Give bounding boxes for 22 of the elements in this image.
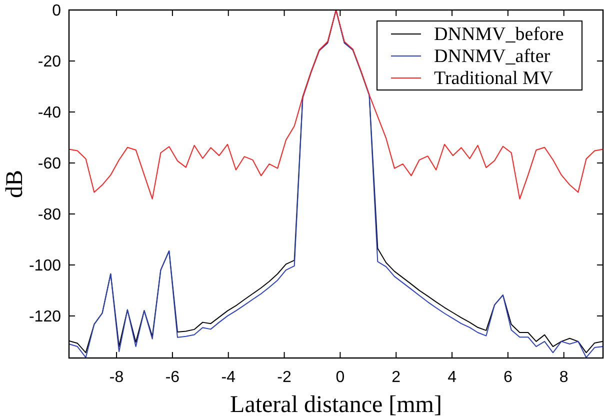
y-tick-label: -80 xyxy=(38,206,62,224)
y-tick-label: -20 xyxy=(38,54,62,71)
y-axis-title: dB xyxy=(2,170,28,198)
y-tick-label: 0 xyxy=(52,2,62,20)
x-tick-label: 4 xyxy=(448,369,457,386)
x-tick-label: -8 xyxy=(109,369,124,386)
x-tick-label: -4 xyxy=(221,369,236,386)
x-tick-label: 6 xyxy=(503,369,512,386)
x-tick-label: -2 xyxy=(277,369,292,386)
y-tick-label: -100 xyxy=(28,258,62,275)
x-tick-label: 0 xyxy=(336,369,345,386)
legend-label: DNNMV_after xyxy=(434,46,551,67)
legend-label: DNNMV_before xyxy=(434,24,564,45)
x-tick-label: -6 xyxy=(165,369,180,386)
y-tick-label: -120 xyxy=(28,308,62,326)
x-tick-label: 2 xyxy=(392,369,401,386)
x-tick-label: 8 xyxy=(559,369,568,386)
line-series xyxy=(68,10,604,200)
legend-label: Traditional MV xyxy=(434,68,554,89)
x-axis-title: Lateral distance [mm] xyxy=(230,392,442,418)
y-tick-label: -40 xyxy=(38,104,62,122)
y-tick-label: -60 xyxy=(38,156,62,173)
